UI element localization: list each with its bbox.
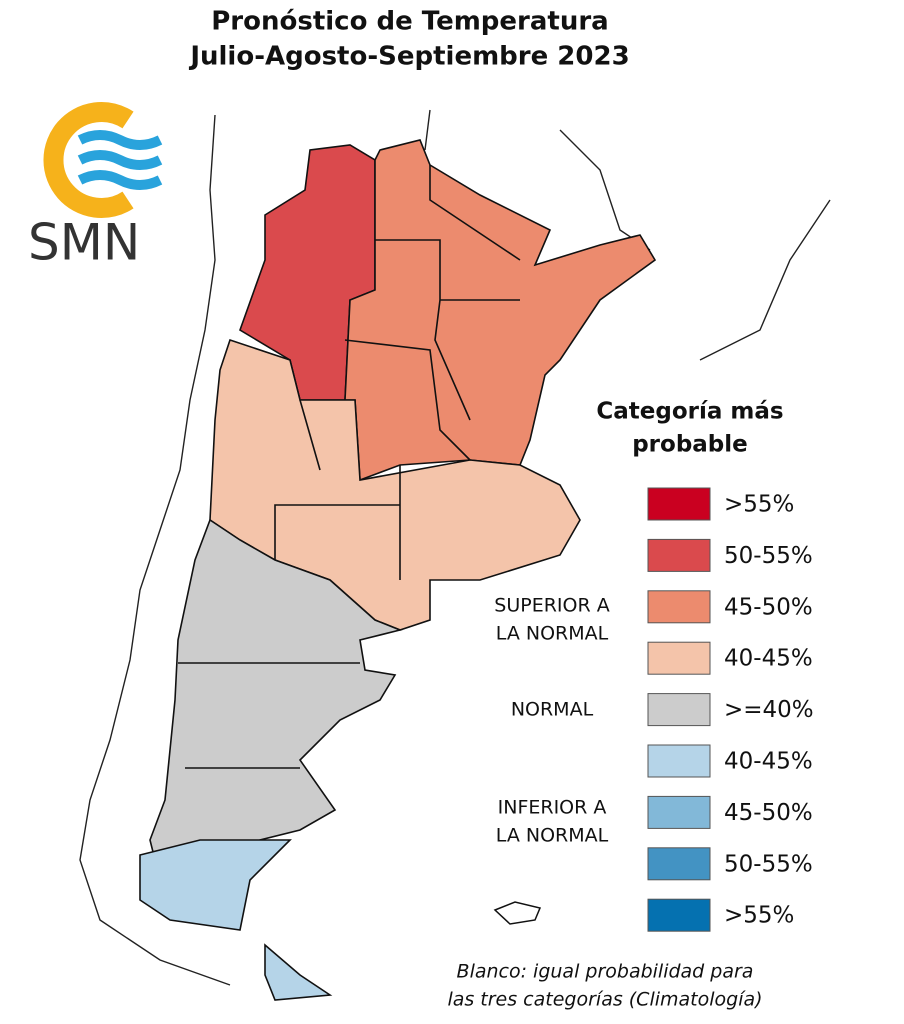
logo: SMN: [28, 102, 163, 272]
group-label: INFERIOR A: [498, 797, 607, 819]
legend-label: 50-55%: [724, 543, 813, 569]
legend-label: >55%: [724, 903, 794, 929]
legend-swatch: [647, 487, 711, 521]
legend-label: 40-45%: [724, 749, 813, 775]
legend-swatch: [647, 847, 711, 881]
legend-swatch: [647, 538, 711, 572]
legend-swatch: [647, 795, 711, 829]
title-line: Julio-Agosto-Septiembre 2023: [188, 42, 629, 72]
legend: >55% 50-55% 45-50% 40-45% >=40% 40-45% 45-50% 5…: [494, 487, 814, 932]
note: las tres categorías (Climatología): [447, 989, 762, 1011]
legend-label: 40-45%: [724, 646, 813, 672]
legend-label: >55%: [724, 492, 794, 518]
legend-label: 45-50%: [724, 800, 813, 826]
legend-label: 50-55%: [724, 851, 813, 877]
legend-swatch: [647, 590, 711, 624]
legend-swatch: [647, 744, 711, 778]
group-label: SUPERIOR A: [494, 595, 609, 617]
note: Blanco: igual probabilidad para: [457, 961, 754, 983]
legend-label: 45-50%: [724, 594, 813, 620]
legend-swatch: [647, 693, 711, 727]
map: [79, 109, 831, 1001]
legend-swatch: [647, 641, 711, 675]
group-label: LA NORMAL: [496, 825, 609, 847]
group-label: LA NORMAL: [496, 623, 609, 645]
legend-swatch: [647, 898, 711, 932]
legend-title: probable: [632, 432, 748, 458]
title-line: Pronóstico de Temperatura: [211, 7, 608, 37]
logo-text: SMN: [28, 214, 140, 272]
legend-title: Categoría más: [596, 399, 783, 425]
legend-label: >=40%: [724, 697, 814, 723]
group-label: NORMAL: [511, 699, 594, 721]
